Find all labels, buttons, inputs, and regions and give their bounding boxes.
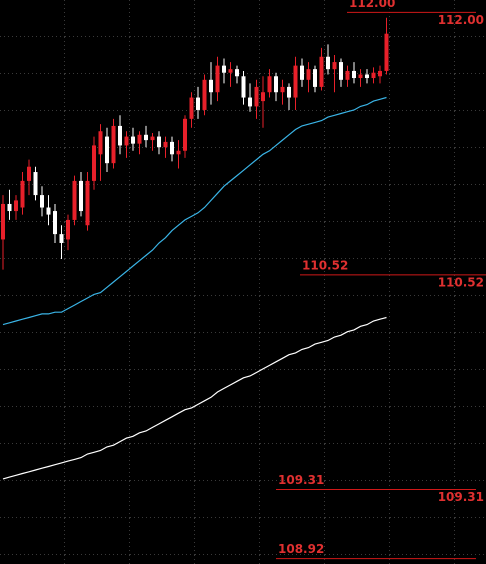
candle-body (371, 72, 376, 79)
candle-body (215, 65, 220, 93)
candle-body (306, 69, 311, 80)
candle-body (300, 65, 304, 80)
candle-body (46, 207, 51, 215)
candle-body (267, 76, 272, 93)
candle-body (1, 203, 5, 240)
price-level-label: 110.52 (302, 258, 348, 272)
candle-body (274, 76, 278, 93)
candle-body (150, 136, 155, 141)
candle-body (137, 134, 142, 144)
candle-body (7, 203, 12, 212)
candle-body (92, 145, 96, 181)
candle-body (176, 150, 181, 155)
candle-body (79, 180, 83, 212)
candle-body (14, 200, 18, 212)
candle-body (59, 234, 64, 243)
candle-body (157, 136, 161, 148)
candle-body (170, 141, 174, 155)
candle-body (254, 86, 259, 107)
candle-body (358, 74, 363, 79)
price-level-label: 108.92 (278, 542, 324, 556)
price-level-label-right: 110.52 (438, 275, 484, 289)
candle-body (33, 172, 38, 196)
candle-body (293, 65, 298, 98)
candle-body (319, 56, 324, 87)
candle-body (345, 70, 350, 80)
candle-body (287, 86, 291, 98)
candle-body (85, 180, 90, 226)
candle-body (72, 180, 77, 220)
candle-body (280, 86, 285, 93)
candle-body (196, 97, 200, 110)
candle-body (111, 125, 116, 164)
moving-average-line (2, 316, 387, 480)
candle-body (313, 69, 317, 87)
candle-body (124, 136, 129, 146)
candle-body (105, 136, 109, 164)
candle-body (131, 136, 135, 144)
candle-body (365, 74, 369, 79)
candle-body (183, 118, 187, 151)
candle-body (98, 131, 103, 155)
candle-body (163, 141, 168, 148)
candle-body (66, 219, 70, 240)
candle-body (378, 70, 382, 77)
candle-body (144, 134, 148, 141)
price-level-label: 109.31 (278, 473, 324, 487)
candle-body (332, 62, 337, 70)
candle-body (53, 211, 57, 235)
price-level-label-right: 112.00 (438, 13, 484, 27)
candle-body (235, 69, 239, 77)
candle-body (228, 69, 233, 73)
candle-body (202, 79, 207, 110)
candle-body (352, 70, 356, 79)
candle-body (384, 33, 389, 71)
candle-body (326, 56, 330, 70)
candle-body (118, 125, 122, 146)
candle-body (241, 76, 246, 98)
candle-body (222, 65, 226, 73)
price-level-label-right: 109.31 (438, 490, 484, 504)
candle-body (261, 92, 265, 102)
candle-body (189, 97, 194, 119)
candle-body (248, 97, 252, 107)
price-level-label: 112.00 (349, 0, 395, 10)
candle-body (339, 62, 343, 80)
candle-body (27, 166, 31, 181)
moving-average-line (2, 96, 387, 326)
candle-body (20, 180, 25, 208)
candle-body (40, 195, 44, 208)
candle-body (209, 79, 213, 93)
